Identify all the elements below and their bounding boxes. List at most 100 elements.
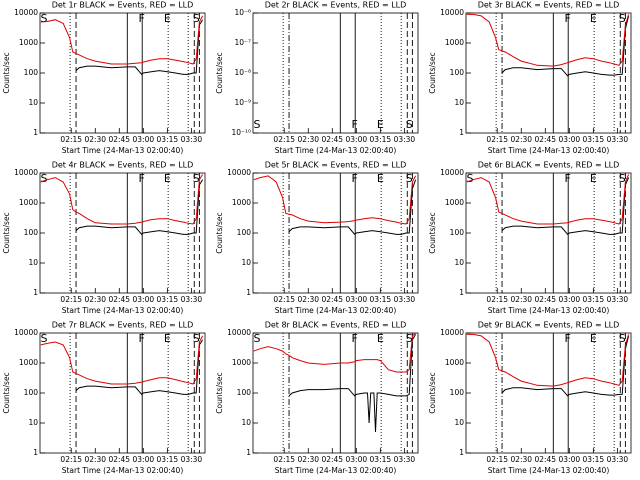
x-tick-label: 03:30 — [607, 455, 629, 464]
event-flag: S — [254, 118, 261, 131]
plot-frame — [465, 172, 632, 294]
chart-title: Det 2r BLACK = Events, RED = LLD — [265, 1, 407, 10]
x-axis-label: Start Time (24-Mar-13 02:00:40) — [62, 146, 184, 155]
event-flag: S — [406, 332, 413, 345]
y-tick-label: 1 — [33, 448, 38, 457]
y-tick-label: 1000 — [445, 198, 464, 207]
x-tick-label: 02:45 — [534, 135, 556, 144]
y-tick-label: 100 — [450, 68, 465, 77]
event-flag: S — [193, 332, 200, 345]
event-flag: S — [406, 172, 413, 185]
x-tick-label: 03:00 — [559, 135, 581, 144]
x-axis-label: Start Time (24-Mar-13 02:00:40) — [488, 146, 610, 155]
chart-title: Det 7r BLACK = Events, RED = LLD — [52, 321, 194, 330]
y-tick-label: 100 — [237, 388, 252, 397]
x-axis-label: Start Time (24-Mar-13 02:00:40) — [488, 466, 610, 475]
y-axis-label: Counts/sec — [428, 212, 437, 253]
chart-title: Det 3r BLACK = Events, RED = LLD — [478, 1, 620, 10]
event-flag: F — [139, 12, 145, 25]
y-tick-label: 10 — [454, 258, 464, 267]
event-flag: S — [193, 12, 200, 25]
x-tick-label: 03:00 — [133, 455, 155, 464]
series-line — [75, 339, 204, 396]
x-tick-label: 02:30 — [84, 295, 106, 304]
y-tick-label: 1 — [459, 288, 464, 297]
event-flag: S — [619, 172, 626, 185]
series-line — [288, 334, 417, 433]
series-line — [40, 174, 204, 225]
chart-title: Det 6r BLACK = Events, RED = LLD — [478, 161, 620, 170]
y-tick-label: 10 — [454, 98, 464, 107]
y-tick-label: 1000 — [19, 358, 38, 367]
y-tick-label: 100 — [237, 228, 252, 237]
event-flag: E — [164, 332, 171, 345]
x-tick-label: 02:15 — [60, 295, 82, 304]
x-tick-label: 02:15 — [486, 455, 508, 464]
y-tick-label: 100 — [450, 228, 465, 237]
x-tick-label: 03:30 — [394, 295, 416, 304]
x-tick-label: 03:00 — [133, 295, 155, 304]
series-line — [288, 179, 417, 236]
x-tick-label: 03:30 — [394, 135, 416, 144]
event-flag: S — [467, 172, 474, 185]
y-tick-label: 1 — [459, 448, 464, 457]
y-axis-label: Counts/sec — [428, 52, 437, 93]
y-tick-label: 10⁻⁷ — [234, 38, 251, 47]
y-tick-label: 10⁻¹⁰ — [231, 128, 251, 137]
event-flag: S — [406, 118, 413, 131]
y-tick-label: 1000 — [19, 198, 38, 207]
y-axis-label: Counts/sec — [2, 52, 11, 93]
y-tick-label: 100 — [24, 228, 39, 237]
x-tick-label: 02:15 — [486, 295, 508, 304]
chart-title: Det 5r BLACK = Events, RED = LLD — [265, 161, 407, 170]
y-tick-label: 1000 — [445, 38, 464, 47]
plot-frame — [39, 332, 206, 454]
y-tick-label: 1000 — [232, 198, 251, 207]
y-tick-label: 100 — [450, 388, 465, 397]
x-tick-label: 02:45 — [108, 455, 130, 464]
series-line — [40, 15, 204, 65]
x-tick-label: 03:00 — [346, 295, 368, 304]
y-tick-label: 100 — [24, 388, 39, 397]
chart-title: Det 1r BLACK = Events, RED = LLD — [52, 1, 194, 10]
x-axis-label: Start Time (24-Mar-13 02:00:40) — [275, 146, 397, 155]
event-flag: S — [619, 332, 626, 345]
event-flag: F — [352, 332, 358, 345]
x-tick-label: 03:15 — [583, 295, 605, 304]
x-tick-label: 02:30 — [297, 135, 319, 144]
x-tick-label: 02:15 — [60, 135, 82, 144]
y-tick-label: 10000 — [227, 328, 251, 337]
x-tick-label: 02:45 — [108, 135, 130, 144]
x-axis-label: Start Time (24-Mar-13 02:00:40) — [62, 306, 184, 315]
chart-title: Det 8r BLACK = Events, RED = LLD — [265, 321, 407, 330]
y-axis-label: Counts/sec — [215, 52, 224, 93]
chart-title: Det 9r BLACK = Events, RED = LLD — [478, 321, 620, 330]
x-tick-label: 03:30 — [181, 135, 203, 144]
series-line — [75, 179, 204, 236]
x-tick-label: 03:30 — [394, 455, 416, 464]
series-line — [466, 333, 630, 387]
y-tick-label: 10000 — [14, 8, 38, 17]
y-tick-label: 1 — [246, 448, 251, 457]
y-tick-label: 10 — [28, 98, 38, 107]
x-tick-label: 03:00 — [346, 135, 368, 144]
y-tick-label: 10000 — [227, 168, 251, 177]
x-tick-label: 02:45 — [534, 455, 556, 464]
x-tick-label: 03:30 — [181, 295, 203, 304]
x-tick-label: 02:30 — [84, 135, 106, 144]
y-tick-label: 1000 — [445, 358, 464, 367]
event-flag: S — [41, 12, 48, 25]
y-tick-label: 10⁻⁶ — [234, 8, 251, 17]
y-tick-label: 10 — [241, 258, 251, 267]
x-tick-label: 03:15 — [583, 135, 605, 144]
event-flag: E — [377, 172, 384, 185]
y-tick-label: 10⁻⁸ — [234, 68, 251, 77]
x-tick-label: 03:00 — [346, 455, 368, 464]
event-flag: E — [590, 172, 597, 185]
event-flag: E — [377, 332, 384, 345]
x-tick-label: 02:30 — [297, 295, 319, 304]
event-flag: F — [565, 332, 571, 345]
x-tick-label: 03:30 — [607, 135, 629, 144]
x-tick-label: 02:45 — [321, 455, 343, 464]
x-tick-label: 02:30 — [84, 455, 106, 464]
